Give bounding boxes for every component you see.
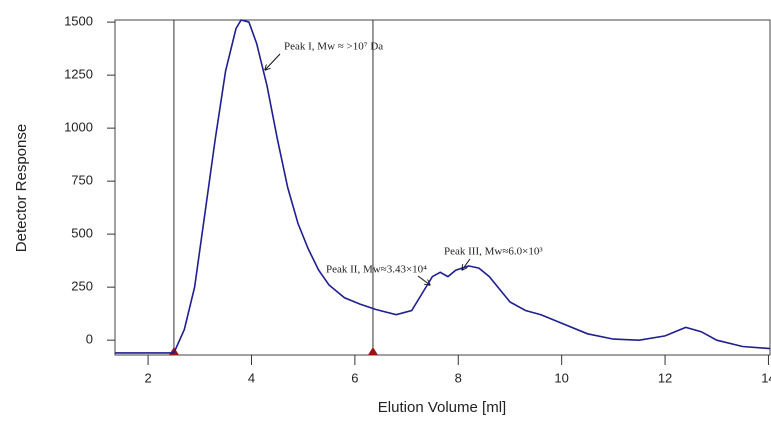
x-tick-label: 2 bbox=[144, 370, 151, 385]
y-axis-label: Detector Response bbox=[13, 124, 30, 252]
x-axis-label: Elution Volume [ml] bbox=[378, 399, 506, 416]
y-tick-label: 250 bbox=[71, 279, 93, 294]
annotation: Peak II, Mw≈3.43×10⁴ bbox=[326, 264, 427, 276]
plot-frame bbox=[114, 19, 771, 356]
y-tick-label: 1250 bbox=[64, 67, 93, 82]
annotation: Peak III, Mw≈6.0×10³ bbox=[444, 246, 543, 258]
y-tick-label: 1500 bbox=[64, 14, 93, 29]
y-tick-label: 1000 bbox=[64, 120, 93, 135]
x-tick-label: 14 bbox=[761, 370, 771, 385]
x-tick-label: 4 bbox=[248, 370, 255, 385]
x-tick-label: 8 bbox=[455, 370, 462, 385]
y-tick-label: 0 bbox=[86, 332, 93, 347]
annotation: Peak I, Mw ≈ >10⁷ Da bbox=[284, 41, 383, 53]
y-tick-label: 500 bbox=[71, 226, 93, 241]
x-tick-label: 10 bbox=[554, 370, 568, 385]
limit-marker bbox=[367, 347, 378, 355]
x-tick-label: 12 bbox=[658, 370, 672, 385]
x-tick-label: 6 bbox=[351, 370, 358, 385]
y-tick-label: 750 bbox=[71, 173, 93, 188]
annotation-arrow bbox=[265, 53, 281, 70]
data-line bbox=[115, 19, 771, 354]
